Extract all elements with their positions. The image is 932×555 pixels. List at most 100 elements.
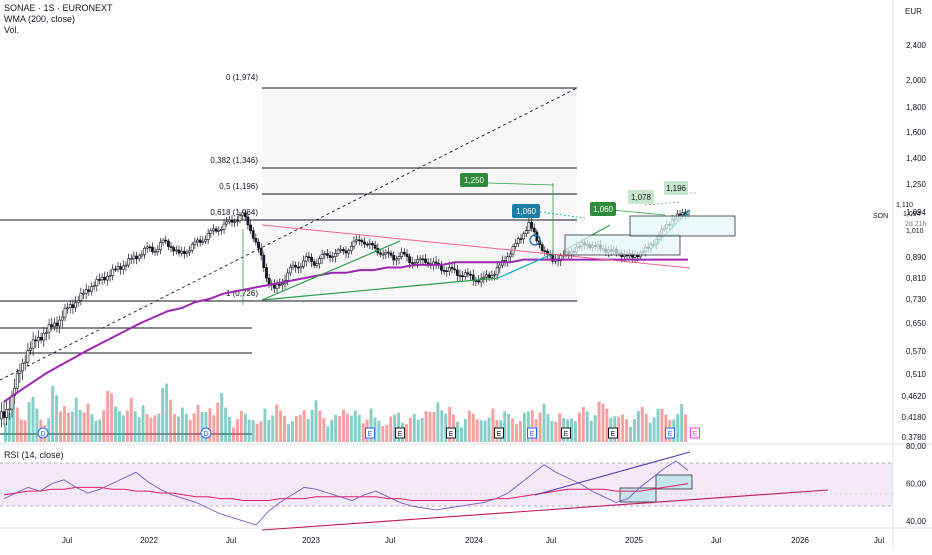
candle-body <box>326 253 329 256</box>
volume-bar <box>239 410 243 442</box>
candle-body <box>392 255 396 261</box>
candle-body <box>344 250 348 254</box>
wma-legend[interactable]: WMA (200, close) <box>4 14 76 24</box>
candle-body <box>477 280 480 283</box>
volume-bar <box>243 413 247 442</box>
earnings-marker-letter: E <box>449 431 454 438</box>
volume-bar <box>589 420 593 442</box>
volume-bar <box>511 418 515 442</box>
time-tick-label: 2026 <box>791 536 809 545</box>
candle-body <box>177 249 181 254</box>
badge-1060-green[interactable]: 1,060 <box>590 202 616 216</box>
candle-body <box>92 285 96 287</box>
volume-bar <box>110 393 114 442</box>
volume-bar <box>220 393 224 442</box>
candle-body <box>381 253 385 256</box>
candle-body <box>485 274 488 278</box>
volume-bar <box>487 417 491 442</box>
candle-body <box>341 248 345 252</box>
volume-bar <box>656 408 660 442</box>
candle-body <box>246 216 250 226</box>
volume-bar <box>137 417 141 442</box>
volume-bar <box>330 419 334 442</box>
candle-body <box>678 213 682 216</box>
ticker-label: SON <box>873 213 888 220</box>
volume-bar <box>19 419 23 442</box>
rsi-box-2[interactable] <box>655 474 693 490</box>
volume-bar <box>621 414 625 442</box>
volume-bar <box>625 419 629 442</box>
candle-body <box>524 230 528 235</box>
volume-bar <box>389 416 393 442</box>
volume-bar <box>515 424 518 442</box>
price-tick-label: 2,000 <box>906 76 927 85</box>
volume-bar <box>200 411 204 442</box>
time-axis[interactable]: Jul 2022 Jul 2023 Jul 2024 Jul 2025 Jul 2026 Jul <box>62 536 884 545</box>
volume-bar <box>224 407 228 442</box>
candle-body <box>508 253 512 258</box>
badge-1250-bg <box>460 173 488 187</box>
volume-bar <box>118 411 121 442</box>
candle-body <box>389 252 393 256</box>
earnings-marker <box>446 427 456 439</box>
volume-bar <box>629 427 632 442</box>
candle-body <box>26 350 30 363</box>
volume-bars <box>4 383 687 442</box>
volume-bar <box>361 423 365 442</box>
candle-body <box>522 233 526 240</box>
rsi-legend[interactable]: RSI (14, close) <box>4 450 64 460</box>
volume-bar <box>660 408 664 442</box>
candle-body <box>495 267 499 275</box>
volume-bar <box>349 415 353 442</box>
candle-body <box>164 239 168 242</box>
rsi-box-1[interactable] <box>619 487 657 503</box>
candle-body <box>453 268 457 271</box>
candle-body <box>185 251 189 254</box>
volume-bar <box>538 412 542 442</box>
badge-1060-blue[interactable]: 1,060 <box>512 204 540 218</box>
candle-body <box>434 261 438 264</box>
target-zone-box[interactable] <box>629 215 736 237</box>
candle-body <box>331 256 335 258</box>
cyan-trendline <box>497 254 551 279</box>
rsi-axis[interactable]: 80,00 60,00 40,00 <box>906 442 927 526</box>
candle-body <box>212 228 215 232</box>
volume-bar <box>416 419 420 442</box>
candle-body <box>387 251 390 254</box>
volume-bar <box>302 410 306 442</box>
trendlines[interactable] <box>242 182 698 305</box>
volume-bar <box>463 419 467 442</box>
badge-1196[interactable]: 1,196 <box>664 181 688 195</box>
candle-body <box>323 253 327 255</box>
green-trendline-1 <box>261 240 401 301</box>
candle-body <box>58 319 62 327</box>
rsi-tick-label: 40,00 <box>906 517 927 526</box>
candle-body <box>519 238 523 240</box>
candle-body <box>413 262 417 265</box>
price-axis[interactable]: 2,400 2,000 1,800 1,600 1,400 1,250 1,094 0,890… <box>902 41 927 442</box>
volume-bar <box>102 410 106 442</box>
candle-body <box>148 246 152 249</box>
price-tick-label: 1,600 <box>906 128 927 137</box>
volume-bar <box>342 409 345 442</box>
volume-bar <box>577 412 581 442</box>
volume-bar <box>601 403 605 442</box>
volume-bar <box>82 412 86 442</box>
candle-body <box>384 251 388 255</box>
volume-bar <box>94 420 98 442</box>
symbol-title[interactable]: SONAE · 1S · EURONEXT <box>4 3 113 13</box>
volume-bar <box>70 411 74 442</box>
candle-body <box>347 250 351 254</box>
consolidation-box[interactable] <box>564 234 681 256</box>
volume-bar <box>55 395 59 442</box>
badge-1250-text: 1,250 <box>464 176 485 185</box>
candle-body <box>116 266 120 270</box>
badge-1078[interactable]: 1,078 <box>628 190 654 204</box>
volume-bar <box>644 414 648 442</box>
badge-1250[interactable]: 1,250 <box>460 173 488 187</box>
candle-body <box>219 228 223 231</box>
volume-legend[interactable]: Vol. <box>4 25 20 35</box>
